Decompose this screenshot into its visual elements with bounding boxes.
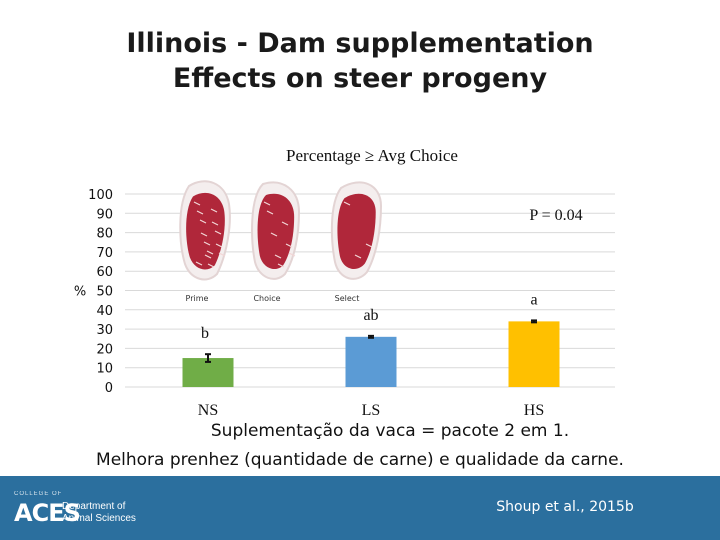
- y-tick-label: 10: [96, 362, 113, 377]
- marbling-streak: [277, 263, 285, 268]
- marbling-streak: [218, 252, 226, 257]
- logo-dept-line2: Animal Sciences: [62, 513, 136, 524]
- meat-image-label: Prime: [186, 294, 209, 303]
- significance-letter: b: [201, 325, 209, 342]
- significance-letter: a: [530, 291, 537, 308]
- marbling-streak: [206, 250, 214, 255]
- y-tick-label: 60: [96, 265, 113, 280]
- marbling-streak: [199, 219, 207, 224]
- marbling-streak: [214, 230, 222, 235]
- y-tick-label: 80: [96, 227, 113, 242]
- marbling-streak: [200, 232, 208, 237]
- y-tick-label: 90: [96, 207, 113, 222]
- meat-image-label: Choice: [253, 294, 280, 303]
- aces-logo: COLLEGE OF ACES Department of Animal Sci…: [14, 491, 174, 531]
- y-axis-label: %: [74, 285, 86, 300]
- marbling-streak: [195, 261, 203, 266]
- marbling-streak: [204, 254, 212, 259]
- x-tick-label: NS: [198, 402, 218, 419]
- y-tick-label: 70: [96, 246, 113, 261]
- logo-college-text: COLLEGE OF: [14, 491, 63, 497]
- citation: Shoup et al., 2015b: [496, 499, 634, 515]
- chart-title: Percentage ≥ Avg Choice: [286, 146, 458, 165]
- slide-title-line2: Effects on steer progeny: [172, 63, 548, 94]
- y-tick-label: 100: [88, 188, 113, 203]
- bar-hs: [508, 321, 560, 387]
- marbling-streak: [285, 243, 293, 248]
- y-tick-label: 40: [96, 304, 113, 319]
- meat-image-label: Select: [335, 294, 360, 303]
- meat-steak-image: [337, 193, 376, 269]
- caption-line1: Suplementação da vaca = pacote 2 em 1.: [210, 421, 570, 441]
- meat-steak-image: [186, 192, 225, 270]
- slide-title: Illinois - Dam supplementation Effects o…: [0, 26, 720, 96]
- x-tick-label: LS: [362, 402, 381, 419]
- logo-aces-text: ACES: [14, 499, 81, 527]
- marbling-streak: [281, 221, 289, 226]
- marbling-streak: [207, 263, 215, 268]
- marbling-streak: [288, 252, 296, 257]
- marbling-streak: [211, 221, 219, 226]
- marbling-streak: [270, 232, 278, 237]
- marbling-streak: [365, 243, 373, 248]
- marbling-streak: [193, 201, 201, 206]
- marbling-streak: [354, 254, 362, 259]
- marbling-streak: [196, 210, 204, 215]
- p-value-annotation: P = 0.04: [529, 207, 582, 224]
- slide-title-line1: Illinois - Dam supplementation: [126, 28, 594, 59]
- marbling-streak: [210, 208, 218, 213]
- marbling-streak: [274, 254, 282, 259]
- caption-line2: Melhora prenhez (quantidade de carne) e …: [96, 450, 624, 470]
- y-tick-label: 0: [105, 381, 113, 396]
- marbling-streak: [263, 201, 271, 206]
- footer-bar: COLLEGE OF ACES Department of Animal Sci…: [0, 476, 720, 540]
- significance-letter: ab: [363, 307, 378, 324]
- logo-department: Department of Animal Sciences: [62, 501, 172, 525]
- y-tick-label: 20: [96, 342, 113, 357]
- meat-steak-image: [257, 193, 295, 270]
- marbling-streak: [343, 201, 351, 206]
- logo-dept-line1: Department of: [62, 501, 126, 512]
- y-tick-label: 50: [96, 285, 113, 300]
- marbling-streak: [215, 243, 223, 248]
- y-tick-label: 30: [96, 323, 113, 338]
- marbling-streak: [203, 241, 211, 246]
- marbling-streak: [266, 210, 274, 215]
- x-tick-label: HS: [524, 402, 544, 419]
- bar-ls: [345, 336, 397, 387]
